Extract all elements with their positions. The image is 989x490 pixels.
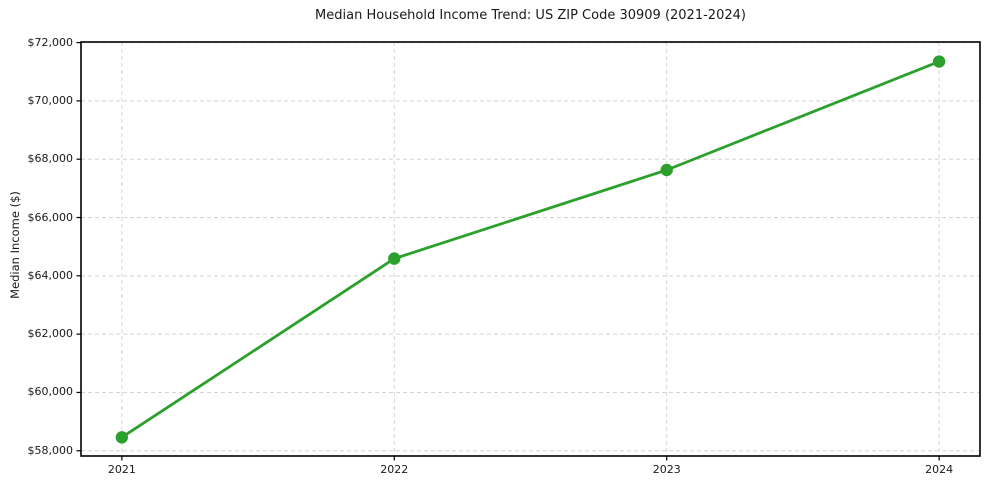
y-tick-label: $60,000 — [27, 385, 74, 399]
y-tick-label: $66,000 — [27, 210, 74, 224]
trend-line — [120, 60, 941, 439]
y-tick-label: $62,000 — [27, 327, 74, 341]
x-tick-label: 2023 — [652, 463, 681, 476]
x-tick-label: 2022 — [380, 463, 409, 476]
data-point-marker — [660, 163, 673, 177]
plot-border — [80, 41, 981, 457]
y-tick-label: $72,000 — [27, 35, 74, 49]
chart-title: Median Household Income Trend: US ZIP Co… — [315, 8, 746, 23]
data-point-marker — [115, 431, 129, 444]
data-point-marker — [932, 55, 946, 68]
data-point-marker — [388, 252, 401, 265]
x-tick-label: 2024 — [925, 463, 954, 476]
x-tick-label: 2021 — [107, 463, 136, 476]
y-tick-label: $64,000 — [27, 268, 74, 282]
y-tick-label: $68,000 — [27, 152, 74, 166]
y-tick-label: $58,000 — [27, 443, 74, 457]
y-tick-label: $70,000 — [27, 93, 74, 107]
